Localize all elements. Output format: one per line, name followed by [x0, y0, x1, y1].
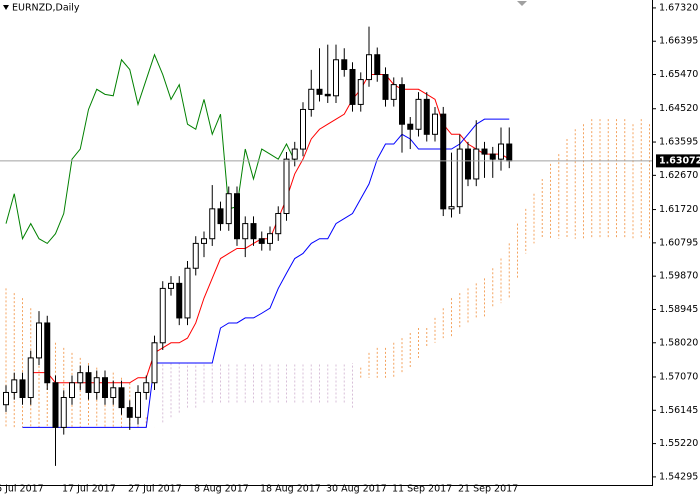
candle-body [382, 74, 389, 100]
y-tick-label: 1.54295 [659, 471, 698, 482]
y-tick-label: 1.65470 [659, 69, 698, 80]
candle-body [448, 206, 455, 210]
candle-body [506, 143, 513, 162]
candle-body [176, 282, 183, 319]
candle-body [159, 287, 166, 344]
y-tick-label: 1.60795 [659, 237, 698, 248]
candle-body [324, 93, 331, 97]
y-tick-label: 1.57070 [659, 371, 698, 382]
current-price-label: 1.63072 [659, 155, 700, 166]
candle-body [184, 267, 191, 319]
candle-body [415, 98, 422, 130]
candle-body [473, 148, 480, 180]
candle-body [357, 79, 364, 105]
candle-body [399, 84, 405, 125]
indicator-line [22, 118, 510, 428]
candle-body [168, 282, 174, 289]
candle-body [250, 223, 257, 240]
candle-body [151, 342, 158, 384]
y-tick-label: 1.56145 [659, 405, 698, 416]
x-tick-label: 6 Jul 2017 [0, 484, 44, 495]
candle-body [407, 123, 414, 130]
x-tick-label: 21 Sep 2017 [458, 484, 518, 495]
candle-body [3, 391, 9, 406]
y-tick-label: 1.67320 [659, 2, 698, 13]
x-tick-label: 18 Aug 2017 [260, 484, 321, 495]
candle-body [498, 143, 504, 160]
candle-body [333, 59, 339, 97]
candle-body [242, 223, 249, 240]
candle-body [390, 84, 397, 100]
candle-body [60, 397, 67, 428]
y-tick-label: 1.55220 [659, 438, 698, 449]
x-tick-label: 17 Jul 2017 [62, 484, 116, 495]
candle-body [440, 113, 447, 210]
candle-body [44, 322, 51, 384]
x-tick-label: 11 Sep 2017 [392, 484, 452, 495]
y-tick-label: 1.66395 [659, 36, 698, 47]
x-tick-label: 30 Aug 2017 [326, 484, 387, 495]
candle-body [201, 238, 207, 244]
y-tick-label: 1.63595 [659, 137, 698, 148]
x-tick-label: 8 Aug 2017 [194, 484, 249, 495]
candle-body [465, 148, 471, 180]
candle-body [192, 242, 199, 269]
candle-body [423, 98, 430, 135]
candle-body [209, 208, 216, 240]
candle-body [432, 113, 438, 135]
candle-body [234, 193, 240, 240]
candle-body [143, 382, 150, 393]
candle-body [374, 54, 381, 76]
candle-body [316, 88, 323, 95]
x-tick-label: 27 Jul 2017 [128, 484, 182, 495]
candle-body [489, 153, 496, 160]
candle-body [258, 238, 265, 244]
candle-body [93, 377, 100, 393]
candle-body [110, 387, 117, 399]
y-tick-label: 1.58945 [659, 304, 698, 315]
candle-body [275, 213, 282, 235]
candle-body [308, 88, 315, 110]
candle-body [135, 391, 141, 418]
candle-body [225, 193, 232, 225]
current-price-box [656, 154, 700, 168]
candle-body [77, 372, 84, 384]
candle-body [283, 158, 290, 215]
candle-body [267, 233, 273, 244]
candle-body [85, 372, 92, 393]
candle-body [217, 208, 224, 225]
candle-body [102, 377, 108, 399]
candle-body [126, 407, 133, 418]
candle-body [349, 68, 356, 105]
y-tick-label: 1.62670 [659, 170, 698, 181]
chart-shift-marker[interactable] [517, 1, 527, 6]
candle-body [291, 148, 298, 160]
y-tick-label: 1.64520 [659, 103, 698, 114]
candle-body [300, 108, 306, 150]
y-tick-label: 1.58020 [659, 337, 698, 348]
candle-body [19, 379, 26, 399]
y-tick-label: 1.61720 [659, 204, 698, 215]
candle-body [481, 148, 488, 155]
plot-area [0, 26, 652, 466]
candle-body [36, 322, 42, 359]
candle-body [341, 59, 348, 70]
candle-body [69, 382, 75, 399]
y-tick-label: 1.59870 [659, 271, 698, 282]
candle-body [456, 148, 463, 208]
candle-body [366, 54, 372, 81]
symbol-menu-arrow[interactable] [3, 5, 9, 10]
chart-title: EURNZD,Daily [12, 3, 80, 14]
candle-body [11, 379, 18, 393]
candle-body [27, 357, 34, 399]
candle-body [52, 382, 59, 428]
candle-body [118, 387, 125, 409]
indicator-line [5, 53, 296, 245]
